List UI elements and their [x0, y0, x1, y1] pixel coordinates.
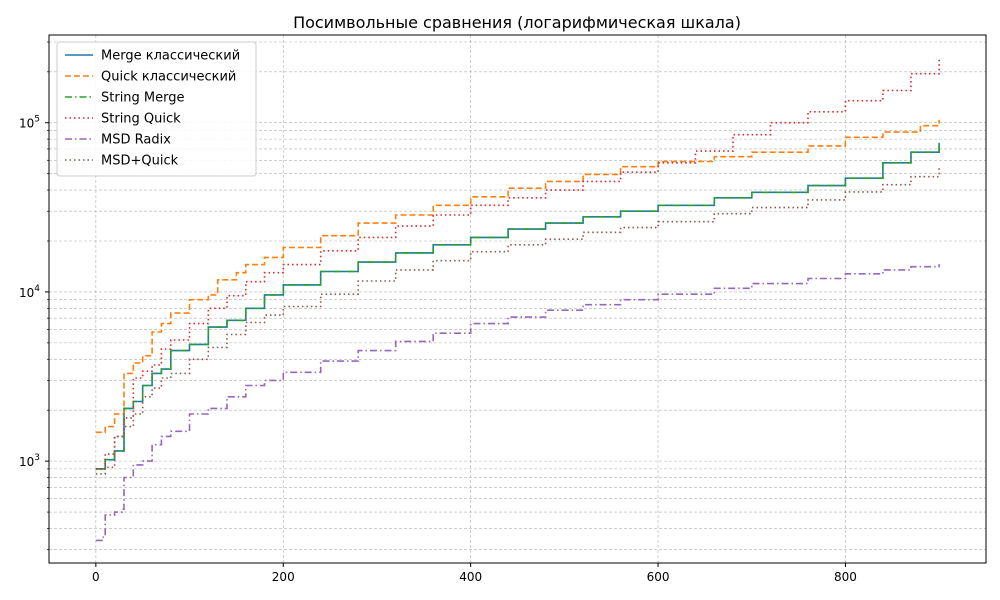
plot-frame: [48, 34, 987, 564]
legend-label: String Quick: [101, 112, 181, 127]
series-line-3: [95, 142, 940, 470]
series-line-5: [95, 264, 940, 542]
series-layer: [95, 56, 940, 542]
axes: 0 200 400 600 800 103 104 105: [19, 41, 857, 584]
legend-box: [56, 41, 257, 177]
y-tick-label: 103: [19, 453, 40, 469]
x-tick-label: 200: [272, 570, 295, 584]
legend-label: Merge классический: [101, 49, 240, 64]
y-tick-label: 104: [19, 284, 40, 300]
y-tick-label: 105: [19, 115, 40, 131]
series-line-2: [95, 119, 940, 434]
series-line-4: [95, 56, 940, 470]
legend-label: MSD+Quick: [101, 154, 179, 169]
chart-title: Посимвольные сравнения (логарифмическая …: [293, 13, 741, 32]
x-tick-label: 400: [459, 570, 482, 584]
x-tick-label: 800: [834, 570, 857, 584]
legend-label: Quick классический: [101, 70, 236, 85]
x-tick-label: 600: [647, 570, 670, 584]
legend-label: String Merge: [101, 91, 185, 106]
x-tick-label: 0: [92, 570, 100, 584]
series-line-6: [95, 166, 940, 475]
legend: Merge классический Quick классический Stri…: [56, 41, 257, 177]
legend-label: MSD Radix: [101, 133, 171, 148]
